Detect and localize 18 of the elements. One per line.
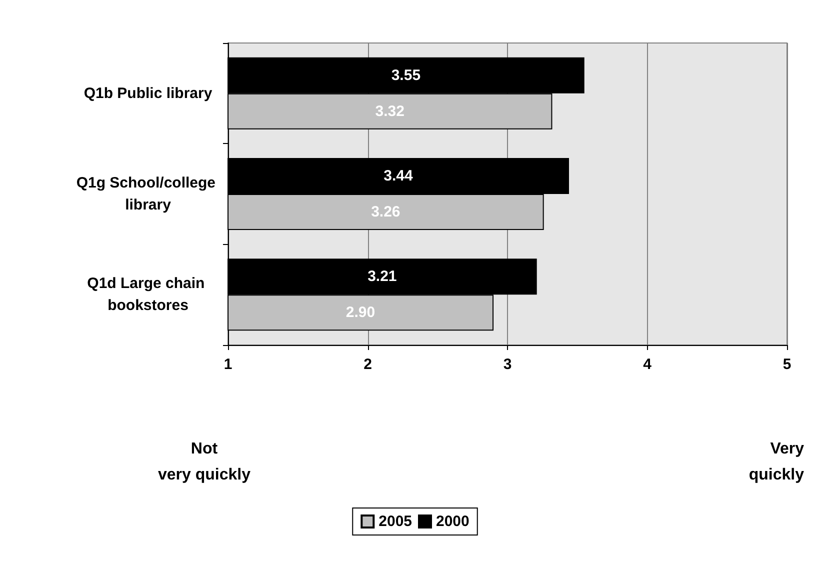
x-tick-label: 2 xyxy=(364,356,372,373)
data-label: 2.90 xyxy=(346,304,376,322)
x-tick-label: 3 xyxy=(503,356,512,373)
legend-label: 2000 xyxy=(436,513,470,530)
y-tick-label: Q1d Large chain bookstores xyxy=(87,275,209,314)
x-tick-label: 5 xyxy=(782,356,792,373)
data-label: 3.44 xyxy=(384,168,414,184)
data-label: 3.55 xyxy=(391,66,421,84)
data-label: 3.32 xyxy=(375,102,404,120)
x-tick-label: 1 xyxy=(224,356,232,373)
y-tick-label: Q1g School/college library xyxy=(76,174,220,214)
data-label: 3.21 xyxy=(368,268,397,286)
data-label: 3.26 xyxy=(371,204,400,220)
text: Not very quickly xyxy=(158,440,251,484)
legend-label: 2005 xyxy=(378,513,412,530)
y-tick-label: Q1b Public library xyxy=(84,84,213,102)
x-tick-label: 4 xyxy=(643,356,652,373)
text: Very quickly xyxy=(748,440,804,484)
